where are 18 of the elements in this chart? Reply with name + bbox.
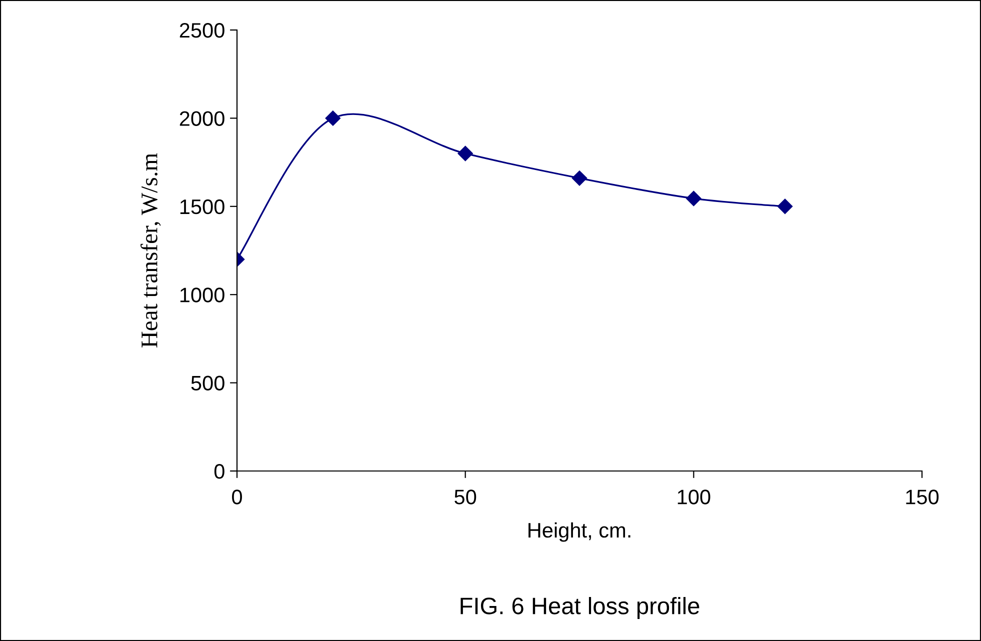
y-tick-label: 2500 (180, 23, 224, 38)
y-axis-title: Heat transfer, W/s.m (140, 153, 161, 348)
point (458, 146, 473, 162)
y-tick-label: 1000 (180, 288, 224, 302)
x-axis-title: Height, cm. (528, 522, 630, 542)
x-tick-label: 50 (454, 490, 476, 504)
y-tick-label: 1500 (180, 199, 224, 214)
y-tick-label: 500 (191, 376, 224, 391)
point (777, 198, 793, 214)
x-tick-label: 100 (678, 490, 710, 504)
text: FIG. 6 Heat loss profile (460, 596, 700, 620)
y-tick-label: 0 (214, 464, 224, 479)
x-tick-label: 150 (906, 490, 939, 504)
point (686, 190, 702, 206)
x-tick-label: 0 (232, 490, 242, 504)
point (572, 170, 588, 186)
point (325, 110, 340, 126)
y-tick-label: 2000 (180, 111, 224, 126)
